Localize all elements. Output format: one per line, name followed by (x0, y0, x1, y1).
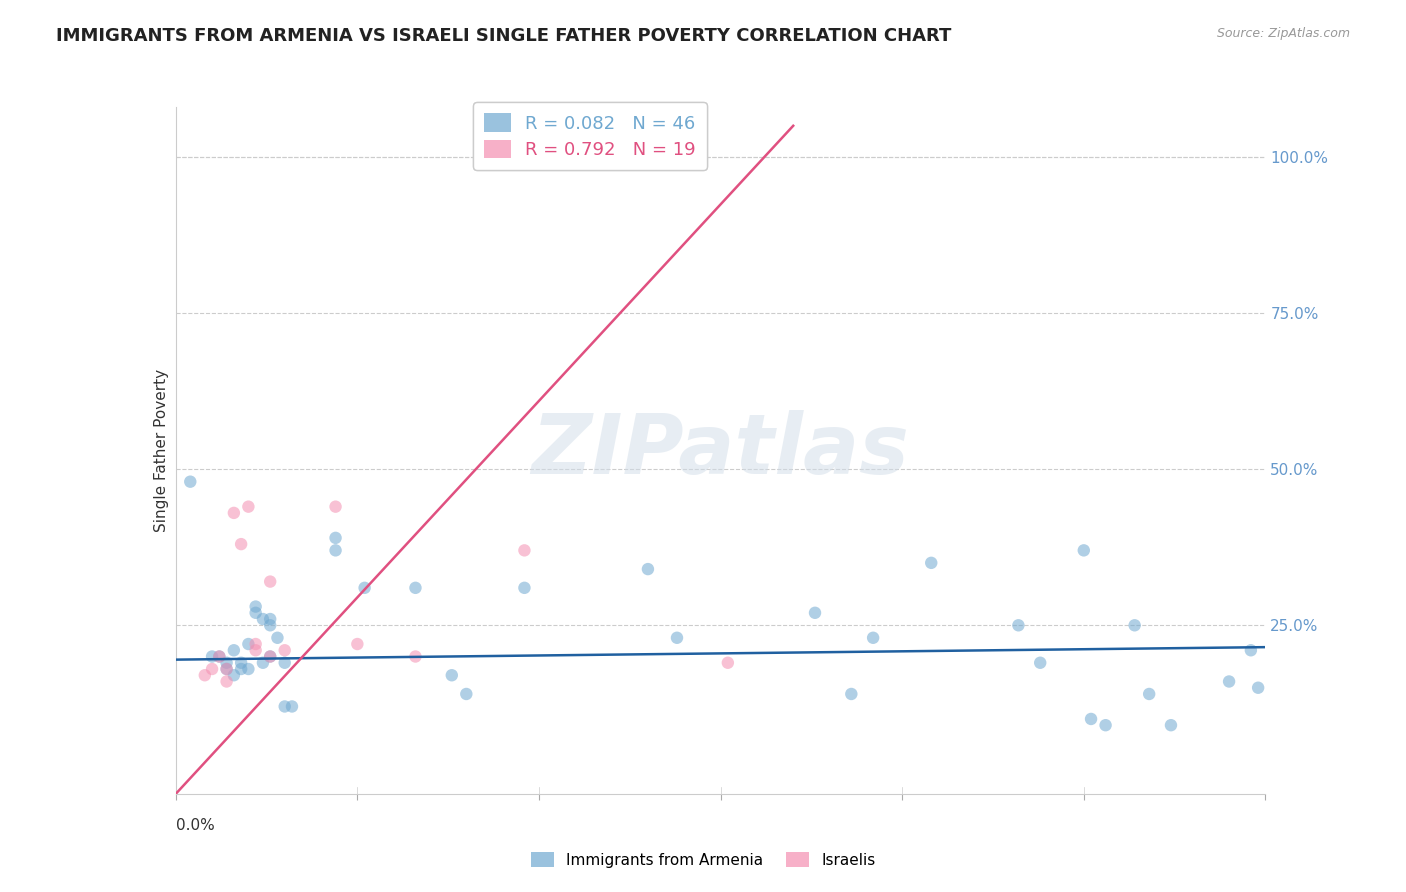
Point (673, 150, 696, 164)
Point (841, 687, 863, 701)
Legend: Immigrants from Armenia, Israelis: Immigrants from Armenia, Israelis (523, 844, 883, 875)
Point (440, 668, 463, 682)
Point (208, 649, 231, 664)
Point (179, 475, 201, 489)
Point (513, 581, 536, 595)
Point (666, 631, 689, 645)
Point (222, 506, 245, 520)
Legend: R = 0.082   N = 46, R = 0.792   N = 19: R = 0.082 N = 46, R = 0.792 N = 19 (472, 103, 707, 169)
Point (238, 662, 260, 676)
Point (215, 674, 238, 689)
Point (231, 537, 253, 551)
Point (222, 668, 245, 682)
Point (1247, 681, 1270, 695)
Point (717, 656, 740, 670)
Point (637, 562, 659, 576)
Point (274, 643, 297, 657)
Text: Source: ZipAtlas.com: Source: ZipAtlas.com (1216, 27, 1350, 40)
Point (1007, 618, 1029, 632)
Point (215, 662, 238, 676)
Point (405, 649, 427, 664)
Text: 0.0%: 0.0% (176, 818, 215, 833)
Point (862, 631, 884, 645)
Point (325, 543, 347, 558)
Point (252, 656, 274, 670)
Point (252, 612, 274, 626)
Point (281, 699, 304, 714)
Point (405, 581, 427, 595)
Point (353, 581, 375, 595)
Point (266, 631, 288, 645)
Point (274, 656, 297, 670)
Point (274, 699, 297, 714)
Point (215, 656, 238, 670)
Point (325, 531, 347, 545)
Text: ZIPatlas: ZIPatlas (531, 410, 910, 491)
Point (325, 500, 347, 514)
Point (238, 500, 260, 514)
Point (231, 662, 253, 676)
Point (259, 649, 281, 664)
Point (201, 662, 224, 676)
Point (208, 649, 231, 664)
Point (238, 637, 260, 651)
Point (1240, 643, 1263, 657)
Point (1080, 712, 1102, 726)
Point (194, 668, 217, 682)
Point (259, 574, 281, 589)
Text: IMMIGRANTS FROM ARMENIA VS ISRAELI SINGLE FATHER POVERTY CORRELATION CHART: IMMIGRANTS FROM ARMENIA VS ISRAELI SINGL… (56, 27, 952, 45)
Point (201, 649, 224, 664)
Point (920, 556, 942, 570)
Point (222, 643, 245, 657)
Point (245, 599, 267, 614)
Point (804, 606, 827, 620)
Point (456, 687, 478, 701)
Point (231, 656, 253, 670)
Point (1137, 687, 1160, 701)
Point (346, 637, 368, 651)
Point (1123, 618, 1146, 632)
Point (259, 649, 281, 664)
Point (1218, 674, 1240, 689)
Point (245, 637, 267, 651)
Point (513, 543, 536, 558)
Point (215, 662, 238, 676)
Point (1073, 543, 1095, 558)
Point (259, 618, 281, 632)
Y-axis label: Single Father Poverty: Single Father Poverty (153, 369, 169, 532)
Point (1160, 718, 1182, 732)
Point (1094, 718, 1116, 732)
Point (245, 606, 267, 620)
Point (259, 612, 281, 626)
Point (1029, 656, 1052, 670)
Point (245, 643, 267, 657)
